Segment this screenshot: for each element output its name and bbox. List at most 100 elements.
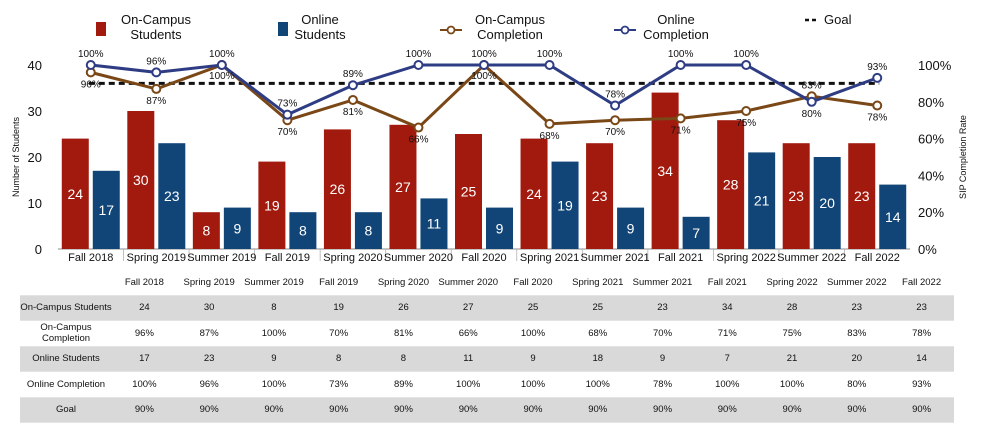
bar: [61, 138, 89, 249]
table-row-header: Online Completion: [20, 371, 112, 398]
bar-value-label: 23: [788, 188, 804, 204]
table-cell: 100%: [565, 371, 631, 398]
online-completion-point: [282, 109, 293, 120]
table-corner-cell: [20, 270, 112, 296]
bar-value-label: 17: [98, 202, 114, 218]
table-column-header: Fall 2021: [694, 270, 760, 296]
table-cell: 80%: [824, 371, 890, 398]
y2-axis-title: SIP Completion Rate: [958, 115, 968, 199]
on-campus-completion-point: [544, 118, 555, 129]
table-cell: 90%: [500, 397, 566, 423]
on-campus-completion-point: [151, 83, 162, 94]
legend-swatch-on-campus-students: [96, 22, 106, 36]
table-row: On-Campus Students 24 30 8 19 26 27 25 25 23 34 28 2…: [20, 295, 954, 321]
y-tick-label: 40: [28, 58, 42, 73]
table-column-header: Spring 2020: [371, 270, 436, 296]
on-campus-completion-point: [347, 94, 358, 105]
table-cell: 70%: [630, 320, 695, 347]
legend-item-on-campus-completion: On-Campus Completion: [440, 12, 546, 42]
table-cell: 25: [565, 295, 631, 321]
x-tick-label: Spring 2021: [520, 252, 579, 264]
table-cell: 100%: [112, 371, 177, 398]
bar: [192, 212, 220, 249]
legend-swatch-online-students: [278, 22, 288, 36]
table-cell: 18: [565, 346, 631, 372]
on-campus-completion-label: 66%: [408, 135, 428, 146]
legend-label-goal: Goal: [824, 12, 852, 27]
on-campus-completion-label: 96%: [81, 79, 101, 90]
bar: [158, 143, 186, 249]
x-tick-label: Fall 2021: [658, 252, 703, 264]
table-cell: 93%: [889, 371, 954, 398]
bar: [127, 111, 155, 249]
y-tick-label: 0: [35, 242, 42, 257]
bar: [389, 124, 417, 249]
legend-label-on-campus-completion: On-Campus Completion: [475, 12, 546, 42]
on-campus-completion-point: [872, 100, 883, 111]
x-tick-label: Spring 2022: [716, 252, 775, 264]
online-completion-point: [85, 60, 96, 70]
table-cell: 83%: [824, 320, 890, 347]
online-completion-label: 100%: [471, 49, 497, 60]
table-cell: 75%: [759, 320, 825, 347]
table-cell: 90%: [306, 397, 372, 423]
table-column-header: Fall 2020: [500, 270, 566, 296]
online-completion-point: [872, 72, 883, 83]
bar-value-label: 24: [67, 186, 83, 202]
table-cell: 7: [694, 346, 760, 372]
on-campus-completion-label: 70%: [605, 127, 625, 138]
bar: [223, 207, 251, 249]
bar-value-label: 21: [754, 193, 770, 209]
y2-tick-label: 80%: [918, 95, 944, 110]
bar: [520, 138, 548, 249]
bar: [782, 143, 810, 249]
bar-value-label: 19: [557, 197, 573, 213]
table-cell: 21: [759, 346, 825, 372]
online-completion-label: 73%: [277, 99, 297, 110]
table-cell: 90%: [435, 397, 501, 423]
online-completion-label: 100%: [537, 49, 563, 60]
table-row-header: Online Students: [20, 346, 112, 372]
y2-tick-label: 0%: [918, 242, 937, 257]
y-tick-label: 10: [28, 196, 42, 211]
bar: [617, 207, 645, 249]
table-cell: 73%: [306, 371, 372, 398]
bar-value-label: 28: [723, 177, 739, 193]
table-cell: 68%: [565, 320, 631, 347]
online-completion-point: [806, 96, 817, 107]
table-row: Online Students 17 23 9 8 8 11 9 18 9 7 21 20 14: [20, 346, 954, 372]
bar: [848, 143, 876, 249]
bar-value-label: 25: [461, 184, 477, 200]
legend-marker-online-completion: [620, 25, 630, 35]
chart: On-Campus Students Online Students On-Camp…: [11, 12, 968, 264]
table-row-header: Goal: [20, 397, 112, 423]
table-cell: 11: [435, 346, 501, 372]
online-completion-point: [675, 60, 686, 70]
bar-value-label: 23: [592, 188, 608, 204]
bar-value-label: 9: [233, 220, 241, 236]
online-completion-label: 80%: [802, 109, 822, 120]
bar-value-label: 26: [330, 181, 346, 197]
bar: [717, 120, 745, 249]
bar-value-label: 23: [164, 188, 180, 204]
online-completion-point: [413, 60, 424, 70]
bar-value-label: 30: [133, 172, 149, 188]
table-cell: 90%: [371, 397, 436, 423]
online-completion-label: 100%: [668, 49, 694, 60]
on-campus-completion-label: 68%: [540, 131, 560, 142]
table-cell: 100%: [241, 371, 307, 398]
table-cell: 81%: [371, 320, 436, 347]
table-cell: 24: [112, 295, 177, 321]
on-campus-completion-label: 83%: [802, 80, 822, 91]
x-tick-label: Summer 2019: [187, 252, 256, 264]
table-row: Goal 90% 90% 90% 90% 90% 90% 90% 90% 90% 90% 90% 90%…: [20, 397, 954, 423]
table-cell: 20: [824, 346, 890, 372]
online-completion-label: 78%: [605, 89, 625, 100]
on-campus-completion-label: 75%: [736, 118, 756, 129]
bar-value-label: 9: [496, 220, 504, 236]
bar: [586, 143, 614, 249]
table-cell: 23: [176, 346, 242, 372]
bar-value-label: 9: [627, 220, 635, 236]
bar-value-label: 14: [885, 209, 901, 225]
legend-label-on-campus-students: On-Campus Students: [121, 12, 192, 42]
